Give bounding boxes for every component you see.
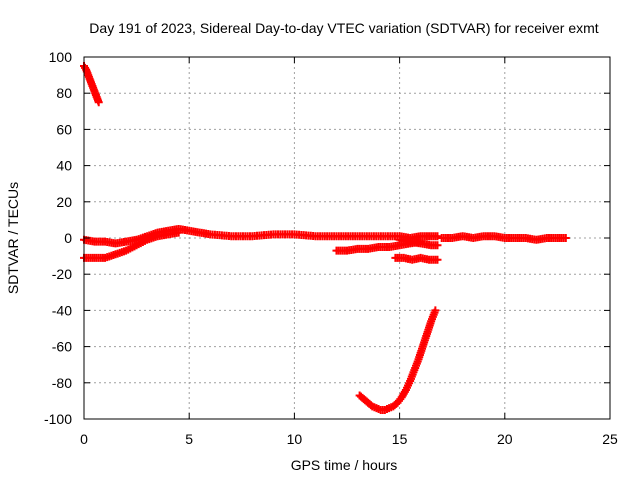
chart-title: Day 191 of 2023, Sidereal Day-to-day VTE… bbox=[89, 20, 598, 36]
y-tick-label: 60 bbox=[56, 121, 72, 137]
series-late-dip-segment bbox=[395, 235, 442, 250]
data-point bbox=[174, 228, 183, 237]
y-tick-label: -80 bbox=[52, 375, 72, 391]
x-tick-label: 15 bbox=[392, 431, 408, 447]
y-tick-label: 20 bbox=[56, 194, 72, 210]
series-deep-dip-arc bbox=[355, 306, 440, 414]
x-tick-label: 5 bbox=[185, 431, 193, 447]
y-tick-label: -100 bbox=[44, 411, 72, 427]
series-late-near-zero bbox=[437, 232, 570, 244]
y-tick-label: 100 bbox=[49, 49, 73, 65]
data-points bbox=[80, 62, 570, 414]
series-low-rising-track bbox=[80, 228, 183, 262]
data-point bbox=[561, 234, 570, 242]
y-tick-label: -40 bbox=[52, 302, 72, 318]
data-point bbox=[433, 232, 442, 241]
series-lower-late-segment bbox=[391, 253, 442, 264]
x-tick-label: 0 bbox=[80, 431, 88, 447]
x-tick-label: 10 bbox=[287, 431, 303, 447]
y-axis-ticks: 100 80 60 40 20 0 -20 -40 -60 -80 -100 bbox=[44, 49, 610, 427]
y-tick-label: 40 bbox=[56, 158, 72, 174]
x-axis-ticks: 0 5 10 15 20 25 bbox=[80, 57, 618, 447]
y-tick-label: 0 bbox=[64, 230, 72, 246]
y-axis-label: SDTVAR / TECUs bbox=[5, 182, 21, 294]
data-point bbox=[431, 306, 440, 315]
y-tick-label: -60 bbox=[52, 339, 72, 355]
x-tick-label: 20 bbox=[497, 431, 513, 447]
data-point bbox=[433, 255, 442, 264]
data-point bbox=[433, 241, 442, 250]
series-early-high-arc bbox=[80, 62, 103, 107]
y-tick-label: -20 bbox=[52, 266, 72, 282]
y-tick-label: 80 bbox=[56, 85, 72, 101]
data-point bbox=[94, 98, 103, 107]
x-tick-label: 25 bbox=[602, 431, 618, 447]
x-axis-label: GPS time / hours bbox=[291, 457, 398, 473]
